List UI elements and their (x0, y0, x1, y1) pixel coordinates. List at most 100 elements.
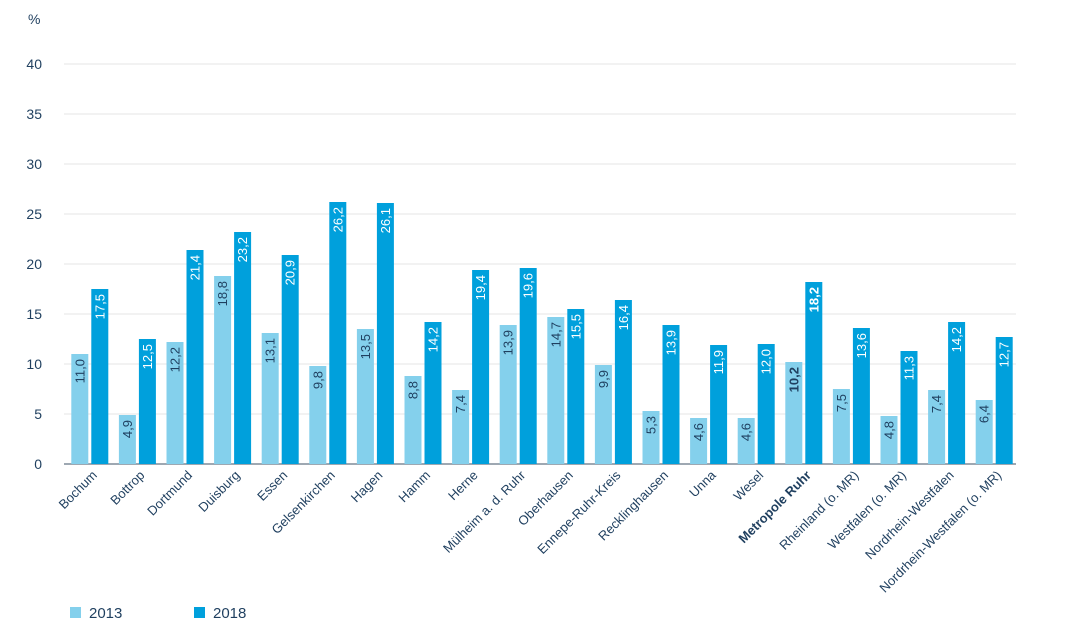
legend-swatch-2018 (194, 607, 205, 618)
bar-2013 (594, 365, 612, 464)
legend: 2013 2018 (70, 605, 246, 622)
x-category-label: Mülheim a. d. Ruhr (440, 467, 529, 556)
legend-label-2013: 2013 (89, 605, 122, 622)
bar-2013 (642, 411, 660, 464)
data-label-2018: 12,7 (997, 342, 1012, 367)
bar-2018 (376, 203, 394, 464)
bar-2013 (737, 418, 755, 464)
bar-2013 (452, 390, 470, 464)
data-label-2013: 9,8 (310, 371, 325, 389)
x-category-label: Bottrop (107, 468, 147, 508)
bar-2018 (995, 337, 1013, 464)
data-label-2018: 11,3 (902, 356, 917, 380)
data-label-2018: 13,6 (854, 333, 869, 358)
data-label-2018: 19,4 (473, 275, 488, 300)
x-category-label: Nordrhein-Westfalen (862, 468, 957, 563)
x-category-label: Hamm (395, 468, 433, 506)
x-category-label: Bochum (56, 468, 100, 512)
data-label-2013: 7,4 (929, 395, 944, 413)
x-category-label: Duisburg (195, 468, 242, 515)
bar-2018 (614, 300, 632, 464)
data-label-2018: 14,2 (426, 327, 441, 352)
bar-2018 (519, 268, 537, 464)
bar-2013 (690, 418, 708, 464)
x-category-label: Ennepe-Ruhr-Kreis (534, 467, 624, 557)
y-tick-label: 15 (26, 306, 42, 322)
bar-2013 (785, 362, 803, 464)
bar-2013 (880, 416, 898, 464)
bar-2013 (214, 276, 232, 464)
data-label-2013: 6,4 (977, 405, 992, 423)
y-tick-label: 30 (26, 156, 42, 172)
x-category-label: Dortmund (144, 468, 195, 519)
data-label-2013: 4,6 (691, 423, 706, 441)
data-label-2018: 18,2 (806, 287, 821, 312)
y-tick-label: 35 (26, 106, 42, 122)
data-label-2018: 26,2 (330, 207, 345, 232)
bar-2018 (281, 255, 299, 464)
bar-2013 (499, 325, 517, 464)
x-category-label: Hagen (348, 468, 386, 506)
data-label-2013: 10,2 (786, 367, 801, 392)
bar-2013 (309, 366, 327, 464)
data-label-2018: 23,2 (235, 237, 250, 262)
data-label-2013: 18,8 (215, 281, 230, 306)
y-unit-label: % (28, 11, 40, 27)
data-label-2013: 13,1 (263, 338, 278, 363)
data-label-2018: 21,4 (188, 255, 203, 280)
y-tick-label: 25 (26, 206, 42, 222)
bar-2018 (234, 232, 252, 464)
data-label-2013: 7,4 (453, 395, 468, 413)
data-label-2013: 11,0 (72, 359, 87, 383)
bar-2013 (356, 329, 374, 464)
bar-2013 (404, 376, 422, 464)
bar-2013 (975, 400, 993, 464)
bar-2018 (900, 351, 918, 464)
y-tick-label: 10 (26, 356, 42, 372)
bar-2018 (424, 322, 442, 464)
bar-2018 (472, 270, 490, 464)
bar-2013 (547, 317, 565, 464)
x-category-label: Wesel (730, 467, 766, 503)
data-label-2013: 12,2 (168, 347, 183, 372)
bar-2013 (166, 342, 184, 464)
data-label-2018: 15,5 (568, 314, 583, 339)
bar-2013 (118, 415, 136, 464)
bar-2018 (710, 345, 728, 464)
data-label-2013: 5,3 (644, 416, 659, 434)
y-tick-label: 5 (34, 406, 42, 422)
data-label-2018: 16,4 (616, 305, 631, 330)
bar-2018 (329, 202, 347, 464)
data-label-2013: 13,9 (501, 330, 516, 355)
data-label-2013: 7,5 (834, 394, 849, 412)
x-category-label: Rheinland (o. MR) (776, 468, 861, 553)
bar-2018 (138, 339, 156, 464)
bar-2013 (261, 333, 279, 464)
data-label-2013: 9,9 (596, 370, 611, 388)
bar-2018 (805, 282, 823, 464)
data-label-2018: 11,9 (711, 350, 726, 374)
y-tick-label: 40 (26, 56, 42, 72)
data-label-2018: 14,2 (949, 327, 964, 352)
data-label-2013: 14,7 (548, 322, 563, 347)
data-label-2018: 26,1 (378, 208, 393, 233)
data-label-2018: 19,6 (521, 273, 536, 298)
data-label-2018: 17,5 (92, 294, 107, 319)
data-label-2018: 12,0 (759, 349, 774, 374)
data-label-2018: 20,9 (283, 260, 298, 285)
data-label-2018: 13,9 (664, 330, 679, 355)
bar-2018 (91, 289, 109, 464)
bars: 11,0 17,5 4,9 12,5 12,2 21,4 18,8 23,2 13,1 20,9 9… (71, 202, 1013, 464)
data-label-2018: 12,5 (140, 344, 155, 369)
bar-2018 (567, 309, 585, 464)
bar-2018 (852, 328, 870, 464)
data-label-2013: 4,8 (882, 421, 897, 439)
x-category-label: Herne (445, 468, 481, 504)
legend-label-2018: 2018 (213, 605, 246, 622)
data-label-2013: 8,8 (406, 381, 421, 399)
bar-2018 (186, 250, 204, 464)
y-tick-label: 0 (34, 456, 42, 472)
x-category-label: Essen (254, 468, 290, 504)
